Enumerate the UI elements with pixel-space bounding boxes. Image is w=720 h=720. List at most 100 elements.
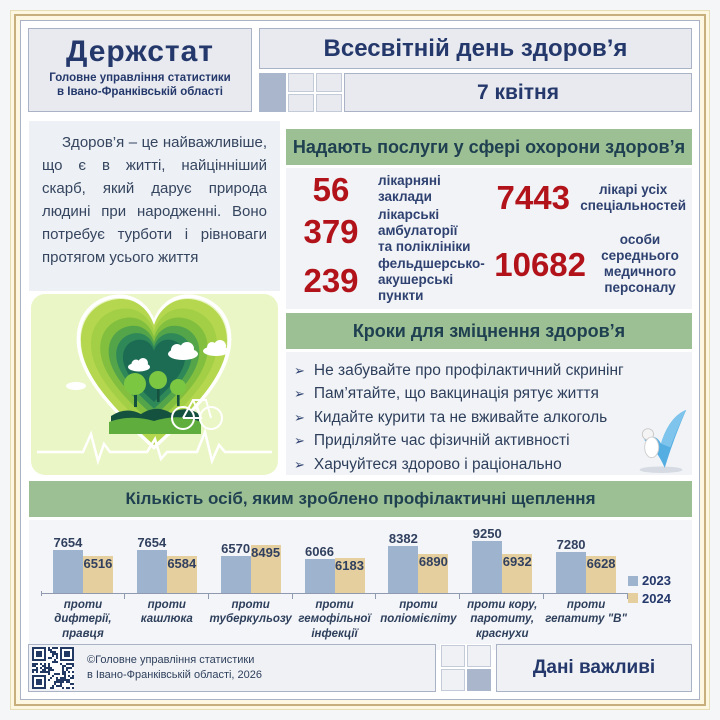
content-area: Держстат Головне управління статистики в… (20, 20, 700, 700)
cloud-icons (66, 340, 229, 390)
bar-value-label: 8382 (388, 531, 418, 546)
bar-2024: 6584 (166, 556, 197, 593)
chart-title: Кількість осіб, яким зроблено профілакти… (29, 481, 692, 517)
ecg-line (37, 427, 272, 466)
org-department: Головне управління статистики в Івано-Фр… (29, 71, 251, 101)
stat-label: лікарські амбулаторії та поліклініки (378, 207, 471, 255)
steps-list: ➢ Не забувайте про профілактичний скринін… (286, 352, 692, 475)
intro-text-block: Здоров’я – це найважливіше, що є в житті… (29, 121, 280, 291)
stat-value: 56 (312, 170, 350, 208)
checkmark-icon (639, 410, 687, 473)
bar-2024: 8495 (250, 545, 281, 593)
org-name: Держстат (66, 35, 214, 68)
bicycle-icon (171, 399, 223, 430)
header-deco-grid (286, 73, 344, 112)
copyright-text: ©Головне управління статистики в Івано-Ф… (87, 653, 262, 683)
frame-border-line (14, 14, 706, 706)
chart-group: 7654 6516 проти дифтерії, правця (41, 524, 125, 650)
stat-label: особи середнього медичного персоналу (601, 232, 679, 295)
bar-2023: 6570 (220, 541, 251, 593)
chart-legend: 2023 2024 (628, 524, 690, 650)
category-label: проти кашлюка (140, 599, 193, 626)
steps-section-title: Кроки для зміцнення здоров’я (286, 313, 692, 349)
footer-slogan: Дані важливі (496, 644, 692, 692)
services-column: 56 лікарняні заклади 379 лікарські амбулато… (292, 172, 494, 305)
intro-text: Здоров’я – це найважливіше, що є в житті… (42, 134, 267, 266)
legend-item: 2024 (628, 590, 690, 608)
qr-code (32, 647, 74, 689)
header-deco-square (259, 73, 286, 112)
stat-label: лікарняні заклади (378, 173, 441, 205)
legend-item: 2023 (628, 572, 690, 590)
step-text: Не забувайте про профілактичний скринінг (313, 362, 624, 379)
bar-value-label: 6570 (221, 541, 251, 556)
org-dept-line2: в Івано-Франківській області (57, 86, 223, 99)
arrow-bullet-icon: ➢ (294, 363, 305, 378)
footer-deco-grid (440, 644, 492, 692)
green-heart-icon (37, 294, 272, 466)
category-label: проти кору, паротиту, краснухи (467, 599, 538, 640)
bar-value-label: 6932 (502, 554, 532, 569)
bar-2024: 6183 (334, 558, 365, 593)
stat-value: 10682 (494, 245, 586, 283)
stat-value: 7443 (496, 179, 570, 217)
arrow-bullet-icon: ➢ (294, 433, 305, 449)
chart-groups: 7654 6516 проти дифтерії, правця 7654 6584 пр… (41, 524, 629, 650)
stat-label: фельдшерсько- акушерські пункти (378, 256, 485, 304)
category-label: проти гепатиту "В" (545, 599, 627, 626)
stat-label: лікарі усіх спеціальностей (580, 181, 686, 213)
tree-icons (124, 371, 186, 407)
step-item: ➢ Харчуйтеся здорово і раціонально (294, 453, 690, 476)
legend-swatch (628, 575, 638, 586)
bar-value-label: 9250 (472, 526, 502, 541)
bar-2023: 7654 (52, 535, 83, 593)
heart-illustration (31, 294, 278, 475)
step-item: ➢ Пам’ятайте, що вакцинація рятує життя (294, 382, 690, 405)
bar-2023: 9250 (472, 526, 503, 593)
bar-2023: 6066 (304, 544, 335, 593)
footer-copyright-box: ©Головне управління статистики в Івано-Ф… (28, 644, 436, 692)
stat-value: 239 (303, 261, 359, 299)
services-stats: 56 лікарняні заклади 379 лікарські амбулато… (286, 168, 692, 309)
category-label: проти туберкульозу (209, 599, 292, 626)
stat-row: 379 лікарські амбулаторії та поліклініки (292, 207, 494, 255)
org-dept-line1: Головне управління статистики (49, 71, 231, 84)
bar-value-label: 7654 (137, 535, 167, 550)
event-title: Всесвітній день здоров’я (259, 28, 692, 69)
bar-value-label: 6066 (305, 544, 334, 559)
chart-group: 6066 6183 проти гемофільної інфекції (292, 524, 377, 650)
legend-swatch (628, 593, 638, 604)
bar-value-label: 7654 (53, 535, 83, 550)
bar-2023: 7654 (136, 535, 167, 593)
step-item: ➢ Не забувайте про профілактичний скринін… (294, 359, 690, 382)
vaccination-chart: 7654 6516 проти дифтерії, правця 7654 6584 пр… (29, 520, 692, 650)
event-date-row: 7 квітня (259, 73, 692, 112)
step-text: Пам’ятайте, що вакцинація рятує життя (313, 385, 599, 403)
bar-value-label: 6628 (586, 556, 616, 571)
step-text: Кидайте курити та не вживайте алкоголь (313, 408, 608, 426)
chart-group: 8382 6890 проти поліомієліту (376, 524, 461, 650)
bar-2024: 6628 (586, 556, 617, 593)
stat-row: 239 фельдшерсько- акушерські пункти (292, 256, 494, 304)
arrow-bullet-icon: ➢ (294, 456, 305, 472)
chart-group: 7654 6584 проти кашлюка (124, 524, 209, 650)
services-section-title: Надають послуги у сфері охорони здоров’я (286, 129, 692, 165)
bar-2024: 6932 (502, 554, 533, 593)
stat-row: 10682 особи середнього медичного персонал… (494, 232, 686, 296)
step-text: Харчуйтеся здорово і раціонально (313, 455, 562, 473)
bar-value-label: 6183 (335, 558, 364, 573)
chart-group: 6570 8495 проти туберкульозу (208, 524, 293, 650)
bar-value-label: 7280 (556, 537, 586, 552)
arrow-bullet-icon: ➢ (294, 409, 305, 425)
step-item: ➢ Приділяйте час фізичній активності (294, 429, 690, 452)
legend-label: 2023 (642, 573, 671, 588)
stat-row: 7443 лікарі усіх спеціальностей (494, 181, 686, 214)
stat-row: 56 лікарняні заклади (292, 173, 494, 206)
org-logo-box: Держстат Головне управління статистики в… (28, 28, 252, 112)
arrow-bullet-icon: ➢ (294, 386, 305, 402)
bar-value-label: 6584 (167, 556, 197, 571)
chart-group: 7280 6628 проти гепатиту "В" (544, 524, 629, 650)
category-label: проти дифтерії, правця (54, 599, 112, 640)
step-text: Приділяйте час фізичній активності (313, 432, 570, 450)
chart-group: 9250 6932 проти кору, паротиту, краснухи (460, 524, 545, 650)
